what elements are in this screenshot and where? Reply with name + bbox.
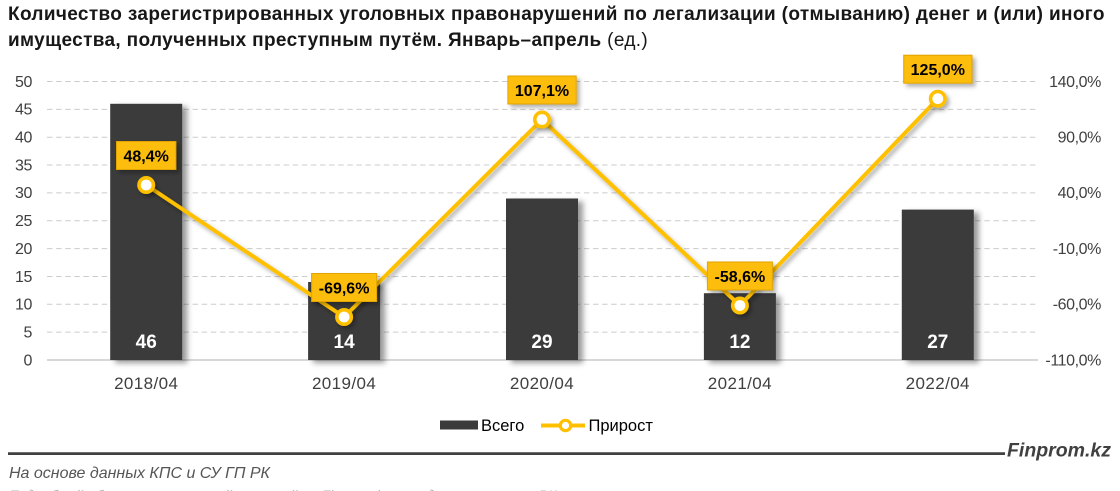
svg-text:29: 29 — [531, 332, 552, 353]
svg-text:50: 50 — [15, 74, 32, 91]
svg-text:-58,6%: -58,6% — [715, 269, 766, 286]
svg-text:-60,0%: -60,0% — [1053, 297, 1101, 314]
svg-text:46: 46 — [136, 332, 157, 353]
svg-text:27: 27 — [927, 332, 948, 353]
svg-text:45: 45 — [15, 102, 32, 119]
svg-text:Прирост: Прирост — [589, 417, 654, 435]
svg-text:Подробный обзор отрасли читайт: Подробный обзор отрасли читайте на сайте… — [9, 487, 557, 491]
svg-text:0: 0 — [24, 352, 33, 369]
svg-text:25: 25 — [15, 213, 32, 230]
svg-text:2018/04: 2018/04 — [114, 374, 178, 393]
svg-text:125,0%: 125,0% — [911, 62, 965, 79]
svg-text:-10,0%: -10,0% — [1053, 241, 1101, 258]
svg-text:-69,6%: -69,6% — [319, 280, 370, 297]
svg-text:5: 5 — [24, 324, 33, 341]
svg-text:14: 14 — [334, 332, 356, 353]
svg-text:2020/04: 2020/04 — [510, 374, 574, 393]
svg-text:На основе данных КПС и СУ ГП Р: На основе данных КПС и СУ ГП РК — [9, 465, 272, 482]
svg-text:48,4%: 48,4% — [124, 148, 169, 165]
svg-text:Finprom.kz: Finprom.kz — [1007, 440, 1111, 462]
svg-text:12: 12 — [729, 332, 750, 353]
svg-text:140,0%: 140,0% — [1049, 74, 1101, 91]
svg-text:Количество зарегистрированных: Количество зарегистрированных уголовных … — [8, 4, 1105, 25]
svg-text:Всего: Всего — [481, 417, 524, 435]
svg-text:35: 35 — [15, 157, 32, 174]
svg-text:30: 30 — [15, 185, 32, 202]
svg-text:2022/04: 2022/04 — [906, 374, 970, 393]
svg-text:90,0%: 90,0% — [1058, 130, 1102, 147]
svg-text:40,0%: 40,0% — [1058, 185, 1102, 202]
svg-text:107,1%: 107,1% — [515, 83, 569, 100]
svg-text:2021/04: 2021/04 — [708, 374, 772, 393]
svg-text:15: 15 — [15, 269, 32, 286]
svg-text:20: 20 — [15, 241, 32, 258]
svg-text:40: 40 — [15, 130, 32, 147]
svg-text:2019/04: 2019/04 — [312, 374, 376, 393]
svg-text:имущества, полученных преступн: имущества, полученных преступным путём. … — [8, 30, 648, 51]
svg-text:10: 10 — [15, 297, 32, 314]
svg-text:-110,0%: -110,0% — [1045, 352, 1101, 369]
